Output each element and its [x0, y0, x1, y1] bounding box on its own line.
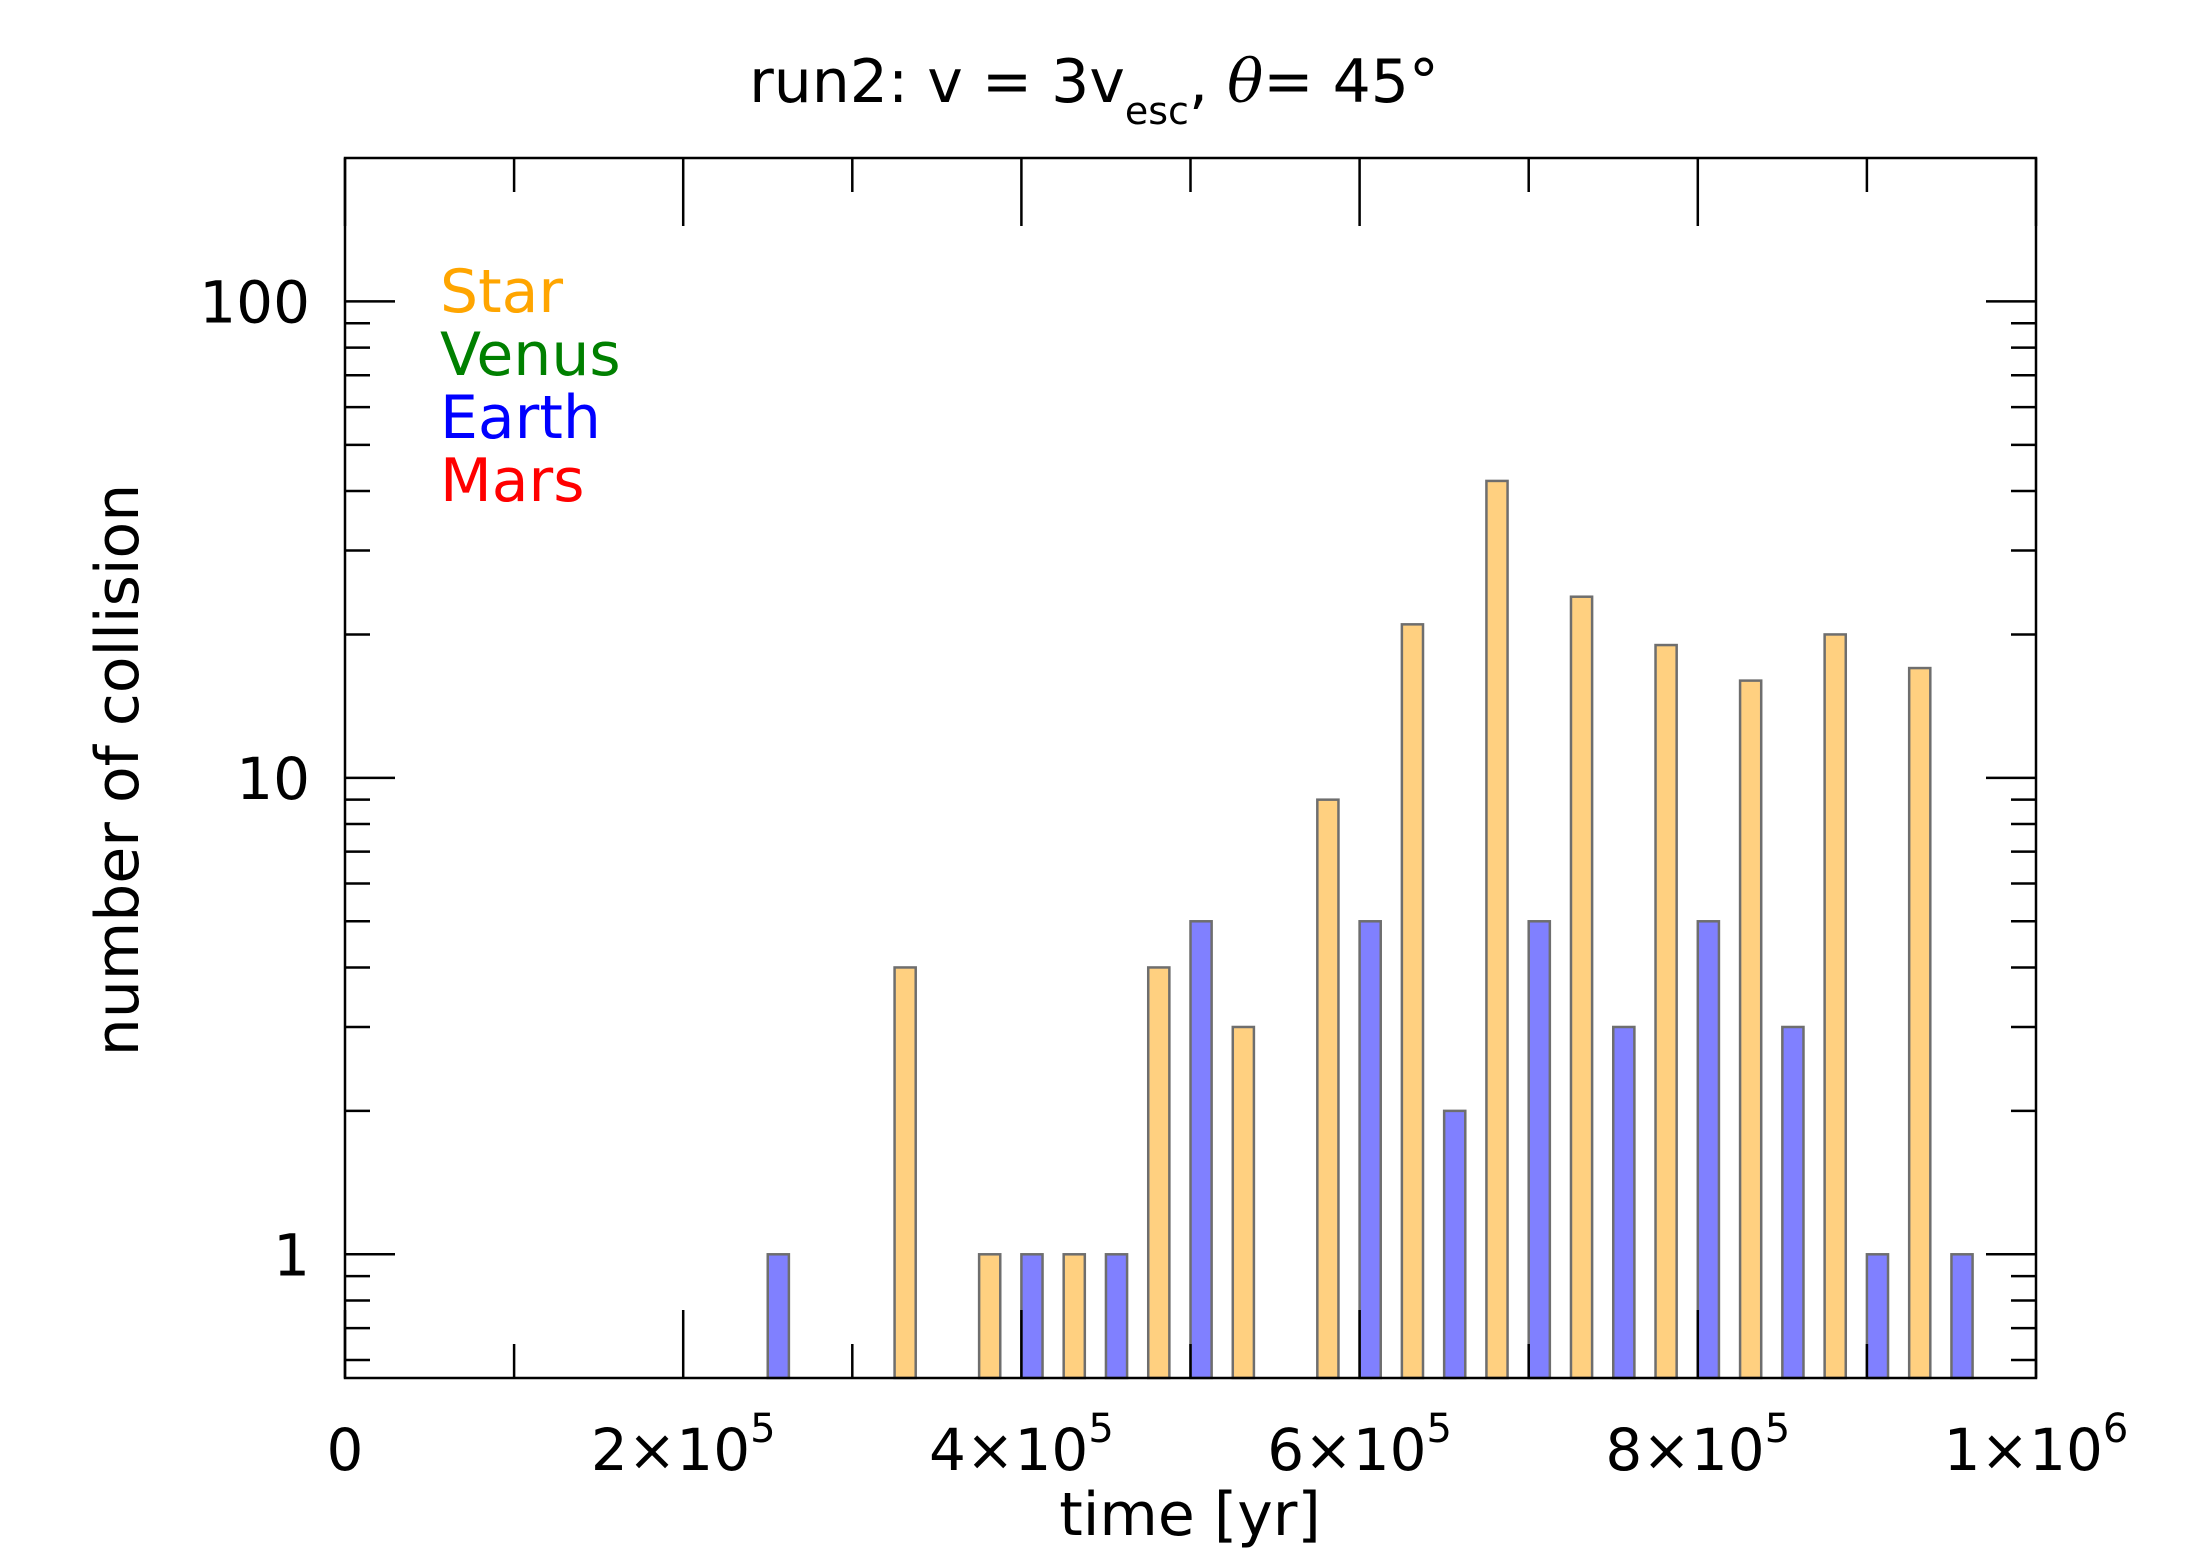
bar-star-6: [1400, 623, 1425, 1380]
bar-star-3: [1146, 966, 1171, 1380]
chart-title-after-sub: ,: [1189, 47, 1227, 117]
chart-title-theta: θ: [1227, 47, 1263, 117]
bar-earth-0: [766, 1253, 791, 1380]
bar-star-12: [1907, 666, 1932, 1380]
bar-star-9: [1654, 643, 1678, 1380]
legend-entry-venus: Venus: [440, 320, 621, 390]
bar-earth-7: [1612, 1025, 1636, 1380]
bar-earth-11: [1950, 1253, 1974, 1380]
x-tick-label-0: 0: [327, 1416, 364, 1484]
bar-earth-6: [1527, 920, 1552, 1380]
bar-earth-1: [1020, 1253, 1044, 1380]
bars-layer: [766, 479, 1974, 1380]
chart-title-tail: = 45°: [1263, 47, 1439, 117]
bar-star-11: [1823, 633, 1848, 1380]
legend-entry-star: Star: [440, 257, 563, 327]
legend-entry-mars: Mars: [440, 446, 584, 516]
x-tick-label-1: 2×105: [591, 1406, 776, 1484]
y-tick-label-0: 1: [273, 1221, 310, 1289]
bar-star-4: [1231, 1025, 1256, 1380]
chart-title-main: run2: v = 3v: [749, 47, 1125, 117]
chart-title: run2: v = 3vesc, θ= 45°: [749, 47, 1439, 133]
bar-star-7: [1485, 479, 1509, 1380]
x-tick-label-5: 1×106: [1944, 1406, 2129, 1484]
y-tick-label-2: 100: [199, 268, 310, 336]
bar-star-0: [893, 966, 917, 1380]
x-tick-label-4: 8×105: [1605, 1406, 1790, 1484]
x-tick-label-2: 4×105: [929, 1406, 1114, 1484]
bar-earth-3: [1189, 920, 1213, 1380]
x-axis-label: time [yr]: [1059, 1480, 1321, 1550]
bar-earth-5: [1442, 1109, 1467, 1380]
tick-labels-layer: 0 2×105 4×105 6×105 8×105 1×106 1 10 100: [199, 268, 2128, 1484]
bar-earth-4: [1358, 920, 1382, 1380]
bar-star-1: [977, 1253, 1002, 1380]
x-tick-label-3: 6×105: [1267, 1406, 1452, 1484]
bar-star-8: [1569, 595, 1594, 1380]
bar-earth-10: [1865, 1253, 1890, 1380]
bar-earth-9: [1781, 1025, 1805, 1380]
y-tick-label-1: 10: [236, 745, 310, 813]
plot-frame: [343, 156, 2038, 1380]
legend-entry-earth: Earth: [440, 383, 601, 453]
bar-star-10: [1738, 679, 1763, 1380]
chart-title-subscript: esc: [1125, 89, 1189, 133]
bar-earth-2: [1104, 1253, 1129, 1380]
bar-star-5: [1316, 798, 1340, 1380]
bar-earth-8: [1696, 920, 1721, 1380]
bar-star-2: [1062, 1253, 1087, 1380]
y-axis-label: number of collision: [83, 484, 153, 1057]
